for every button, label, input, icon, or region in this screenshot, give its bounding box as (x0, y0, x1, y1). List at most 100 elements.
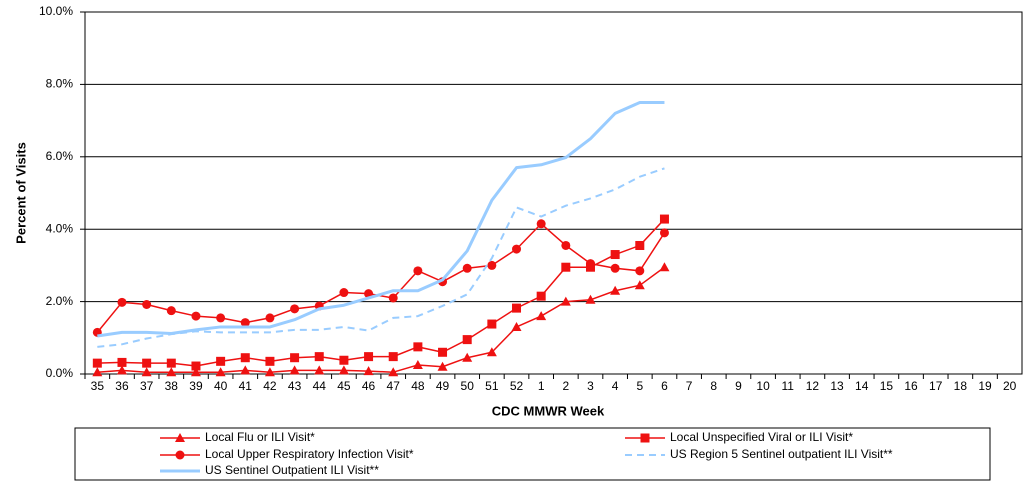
x-tick-label: 8 (710, 379, 717, 393)
data-point (338, 365, 349, 375)
data-point (536, 311, 547, 321)
data-point (561, 262, 571, 272)
data-point (339, 355, 349, 365)
data-point (412, 359, 423, 369)
x-tick-label: 11 (782, 379, 795, 393)
legend-label: Local Unspecified Viral or ILI Visit* (670, 430, 853, 444)
y-axis-label: Percent of Visits (13, 142, 28, 244)
data-point (290, 304, 300, 314)
data-point (659, 262, 670, 272)
data-point (264, 367, 275, 377)
data-point (486, 347, 497, 357)
data-point (314, 352, 324, 362)
x-tick-label: 52 (510, 379, 524, 393)
data-point (536, 219, 546, 229)
x-tick-label: 44 (313, 379, 327, 393)
x-tick-label: 39 (189, 379, 203, 393)
legend-box (74, 427, 991, 481)
data-point (216, 313, 226, 323)
y-tick-label: 6.0% (46, 149, 74, 163)
x-tick-label: 1 (538, 379, 545, 393)
data-point (339, 288, 349, 298)
data-point (191, 311, 201, 321)
x-tick-label: 13 (830, 379, 844, 393)
y-tick-label: 8.0% (46, 77, 74, 91)
legend-label: US Region 5 Sentinel outpatient ILI Visi… (670, 447, 893, 461)
series-line (97, 167, 665, 348)
data-point (634, 280, 645, 290)
data-point (560, 296, 571, 306)
series-line (97, 101, 665, 338)
x-tick-label: 40 (214, 379, 228, 393)
legend-label: Local Flu or ILI Visit* (205, 430, 315, 444)
series-line (97, 218, 666, 367)
data-point (585, 259, 595, 269)
data-point (635, 240, 645, 250)
data-point (462, 335, 472, 345)
data-point (290, 353, 300, 363)
x-tick-label: 14 (855, 379, 869, 393)
x-tick-label: 20 (1003, 379, 1017, 393)
data-point (142, 358, 152, 368)
data-point (117, 297, 127, 307)
y-tick-label: 10.0% (39, 4, 73, 18)
x-tick-label: 42 (263, 379, 277, 393)
x-tick-label: 7 (686, 379, 693, 393)
y-tick-label: 4.0% (46, 221, 74, 235)
data-point (512, 244, 522, 254)
data-point (610, 285, 621, 295)
x-tick-label: 12 (806, 379, 820, 393)
data-point (659, 214, 669, 224)
data-point (462, 263, 472, 273)
data-point (215, 367, 226, 377)
data-point (92, 358, 102, 368)
legend-label: US Sentinel Outpatient ILI Visit** (205, 463, 379, 477)
x-tick-label: 51 (485, 379, 499, 393)
y-tick-label: 0.0% (46, 366, 74, 380)
data-point (216, 356, 226, 366)
data-point (240, 365, 251, 375)
data-point (117, 357, 127, 367)
data-point (92, 367, 103, 377)
data-point (240, 318, 250, 328)
data-point (659, 228, 669, 238)
legend-label: Local Upper Respiratory Infection Visit* (205, 447, 414, 461)
data-point (364, 352, 374, 362)
x-tick-label: 35 (91, 379, 105, 393)
x-tick-label: 5 (636, 379, 643, 393)
data-point (191, 361, 201, 371)
x-tick-label: 38 (165, 379, 179, 393)
x-tick-label: 45 (337, 379, 351, 393)
x-tick-label: 18 (954, 379, 968, 393)
data-point (388, 367, 399, 377)
plot-frame (84, 11, 1023, 375)
data-point (141, 367, 152, 377)
data-point (462, 352, 473, 362)
data-point (363, 366, 374, 376)
x-tick-label: 49 (436, 379, 450, 393)
data-point (166, 367, 177, 377)
x-tick-label: 50 (461, 379, 475, 393)
x-tick-label: 2 (562, 379, 569, 393)
data-point (289, 365, 300, 375)
data-point (511, 321, 522, 331)
data-point (585, 294, 596, 304)
data-point (438, 347, 448, 357)
x-tick-label: 37 (140, 379, 154, 393)
x-axis-label: CDC MMWR Week (492, 403, 605, 418)
data-point (240, 353, 250, 363)
data-point (437, 361, 448, 371)
data-point (413, 342, 423, 352)
y-tick-label: 2.0% (46, 294, 74, 308)
data-point (487, 319, 497, 329)
x-tick-label: 19 (978, 379, 992, 393)
data-point (413, 266, 423, 276)
data-point (388, 352, 398, 362)
data-point (487, 260, 497, 270)
data-point (561, 240, 571, 250)
x-tick-label: 3 (587, 379, 594, 393)
x-tick-label: 6 (661, 379, 668, 393)
x-tick-label: 47 (387, 379, 401, 393)
data-point (190, 367, 201, 377)
